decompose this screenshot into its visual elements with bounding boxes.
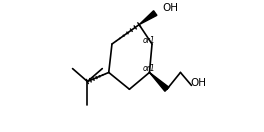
Polygon shape (149, 72, 169, 91)
Text: or1: or1 (143, 36, 155, 45)
Text: OH: OH (162, 3, 178, 13)
Polygon shape (139, 11, 157, 25)
Text: or1: or1 (143, 64, 155, 73)
Text: OH: OH (191, 78, 207, 88)
